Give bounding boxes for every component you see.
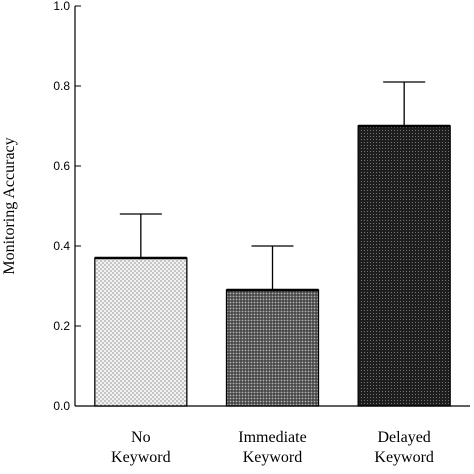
x-category-label: Immediate [238, 429, 306, 446]
bar [94, 257, 188, 407]
x-category-label: Delayed [378, 429, 431, 446]
y-tick-label: 0.4 [53, 239, 70, 253]
bar [225, 289, 320, 407]
y-tick-label: 0.2 [53, 319, 70, 333]
y-tick-label: 0.6 [53, 159, 70, 173]
bars [94, 81, 451, 407]
category-labels: No Keyword Immediate Keyword Delayed Keyword [111, 429, 434, 466]
y-axis-title: Monitoring Accuracy [1, 137, 18, 274]
bar [357, 125, 451, 407]
x-category-label: Keyword [374, 449, 434, 466]
x-category-label: No [131, 429, 151, 446]
y-tick-label: 1.0 [53, 0, 70, 13]
x-category-label: Keyword [111, 449, 171, 466]
y-tick-label: 0.0 [53, 399, 70, 413]
x-category-label: Keyword [243, 449, 303, 466]
y-tick-label: 0.8 [53, 79, 70, 93]
